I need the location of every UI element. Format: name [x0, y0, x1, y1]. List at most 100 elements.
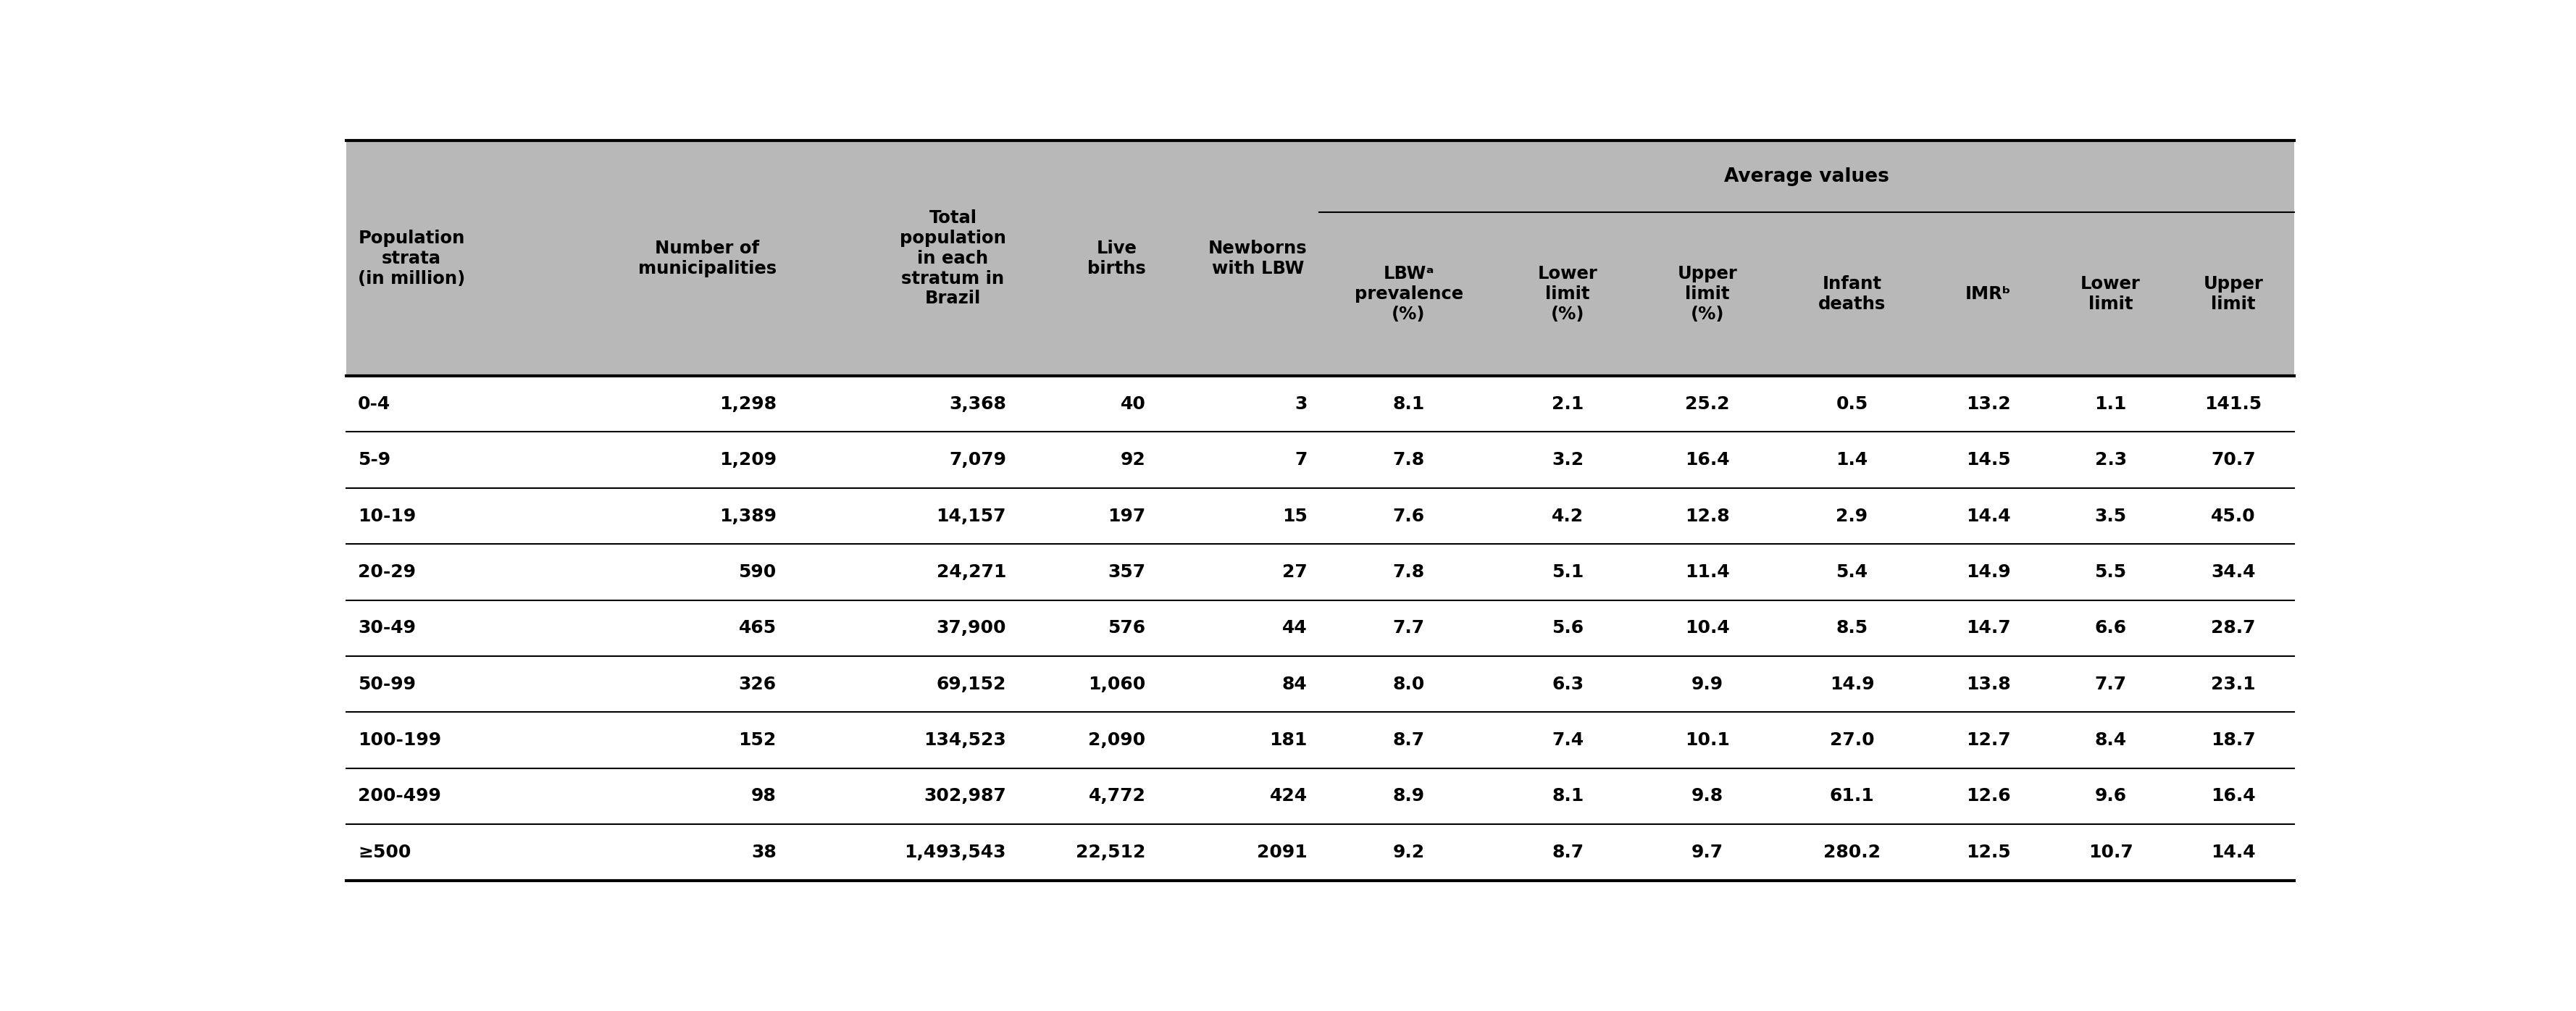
Text: 2.9: 2.9 [1837, 508, 1868, 525]
Text: 280.2: 280.2 [1824, 843, 1880, 861]
Text: 61.1: 61.1 [1829, 788, 1875, 805]
Text: 7.8: 7.8 [1394, 563, 1425, 580]
Text: 7: 7 [1296, 451, 1309, 469]
Text: 14.9: 14.9 [1965, 563, 2009, 580]
Text: Number of
municipalities: Number of municipalities [639, 240, 775, 277]
Text: 8.9: 8.9 [1394, 788, 1425, 805]
Text: 7.7: 7.7 [1394, 620, 1425, 637]
Text: 69,152: 69,152 [935, 675, 1007, 693]
Text: 12.7: 12.7 [1965, 732, 2009, 749]
Bar [345, 656, 2295, 712]
Text: 9.7: 9.7 [1692, 843, 1723, 861]
Text: 2.1: 2.1 [1551, 395, 1584, 412]
Text: 25.2: 25.2 [1685, 395, 1728, 412]
Text: 14.5: 14.5 [1965, 451, 2009, 469]
Text: 141.5: 141.5 [2205, 395, 2262, 412]
Text: Infant
deaths: Infant deaths [1819, 275, 1886, 312]
Text: 14,157: 14,157 [935, 508, 1007, 525]
Text: 200-499: 200-499 [358, 788, 440, 805]
Text: 7,079: 7,079 [948, 451, 1007, 469]
Text: 0.5: 0.5 [1837, 395, 1868, 412]
Text: 6.6: 6.6 [2094, 620, 2128, 637]
Text: 181: 181 [1270, 732, 1309, 749]
Text: 9.6: 9.6 [2094, 788, 2128, 805]
Text: 4,772: 4,772 [1090, 788, 1146, 805]
Bar [345, 601, 2295, 656]
Text: 14.9: 14.9 [1829, 675, 1875, 693]
Text: 357: 357 [1108, 563, 1146, 580]
Text: 590: 590 [739, 563, 775, 580]
Text: 34.4: 34.4 [2210, 563, 2257, 580]
Bar [345, 376, 2295, 432]
Text: 9.2: 9.2 [1394, 843, 1425, 861]
Text: 3: 3 [1296, 395, 1309, 412]
Text: 20-29: 20-29 [358, 563, 415, 580]
Text: 92: 92 [1121, 451, 1146, 469]
Text: Upper
limit
(%): Upper limit (%) [1677, 265, 1736, 323]
Bar [345, 768, 2295, 824]
Text: 326: 326 [739, 675, 775, 693]
Text: Live
births: Live births [1087, 240, 1146, 277]
Bar [345, 488, 2295, 544]
Text: 1,389: 1,389 [719, 508, 775, 525]
Text: 14.7: 14.7 [1965, 620, 2009, 637]
Text: 465: 465 [739, 620, 775, 637]
Text: 50-99: 50-99 [358, 675, 415, 693]
Text: 24,271: 24,271 [935, 563, 1007, 580]
Text: 37,900: 37,900 [935, 620, 1007, 637]
Text: 2,090: 2,090 [1090, 732, 1146, 749]
Text: Upper
limit: Upper limit [2202, 275, 2264, 312]
Text: 8.1: 8.1 [1394, 395, 1425, 412]
Text: 18.7: 18.7 [2210, 732, 2257, 749]
Text: 1,060: 1,060 [1087, 675, 1146, 693]
Text: 44: 44 [1283, 620, 1309, 637]
Text: Lower
limit: Lower limit [2081, 275, 2141, 312]
Bar [345, 544, 2295, 601]
Text: 0-4: 0-4 [358, 395, 392, 412]
Text: 1,209: 1,209 [719, 451, 775, 469]
Text: 10.1: 10.1 [1685, 732, 1728, 749]
Text: 7.4: 7.4 [1551, 732, 1584, 749]
Text: 100-199: 100-199 [358, 732, 440, 749]
Text: 40: 40 [1121, 395, 1146, 412]
Text: 5.5: 5.5 [2094, 563, 2128, 580]
Text: 3.5: 3.5 [2094, 508, 2128, 525]
Text: 3.2: 3.2 [1551, 451, 1584, 469]
Text: 424: 424 [1270, 788, 1309, 805]
Text: 10.7: 10.7 [2089, 843, 2133, 861]
Bar [345, 141, 2295, 376]
Text: 5.6: 5.6 [1551, 620, 1584, 637]
Text: 8.7: 8.7 [1394, 732, 1425, 749]
Text: 302,987: 302,987 [925, 788, 1007, 805]
Text: 38: 38 [752, 843, 775, 861]
Text: 1,493,543: 1,493,543 [904, 843, 1007, 861]
Text: 2091: 2091 [1257, 843, 1309, 861]
Text: 11.4: 11.4 [1685, 563, 1728, 580]
Text: 16.4: 16.4 [1685, 451, 1728, 469]
Text: 22,512: 22,512 [1077, 843, 1146, 861]
Text: 30-49: 30-49 [358, 620, 415, 637]
Bar [345, 712, 2295, 768]
Text: 15: 15 [1283, 508, 1309, 525]
Text: 6.3: 6.3 [1551, 675, 1584, 693]
Text: 152: 152 [739, 732, 775, 749]
Text: 98: 98 [752, 788, 775, 805]
Text: 45.0: 45.0 [2210, 508, 2257, 525]
Text: 3,368: 3,368 [948, 395, 1007, 412]
Text: 10-19: 10-19 [358, 508, 417, 525]
Text: 9.9: 9.9 [1692, 675, 1723, 693]
Text: 5-9: 5-9 [358, 451, 392, 469]
Text: 576: 576 [1108, 620, 1146, 637]
Text: 197: 197 [1108, 508, 1146, 525]
Text: 16.4: 16.4 [2210, 788, 2257, 805]
Text: 13.2: 13.2 [1965, 395, 2009, 412]
Text: 8.5: 8.5 [1837, 620, 1868, 637]
Text: Lower
limit
(%): Lower limit (%) [1538, 265, 1597, 323]
Text: 8.0: 8.0 [1394, 675, 1425, 693]
Text: 14.4: 14.4 [1965, 508, 2009, 525]
Text: 12.6: 12.6 [1965, 788, 2009, 805]
Text: 1.4: 1.4 [1837, 451, 1868, 469]
Text: 84: 84 [1283, 675, 1309, 693]
Text: 14.4: 14.4 [2210, 843, 2257, 861]
Text: 10.4: 10.4 [1685, 620, 1728, 637]
